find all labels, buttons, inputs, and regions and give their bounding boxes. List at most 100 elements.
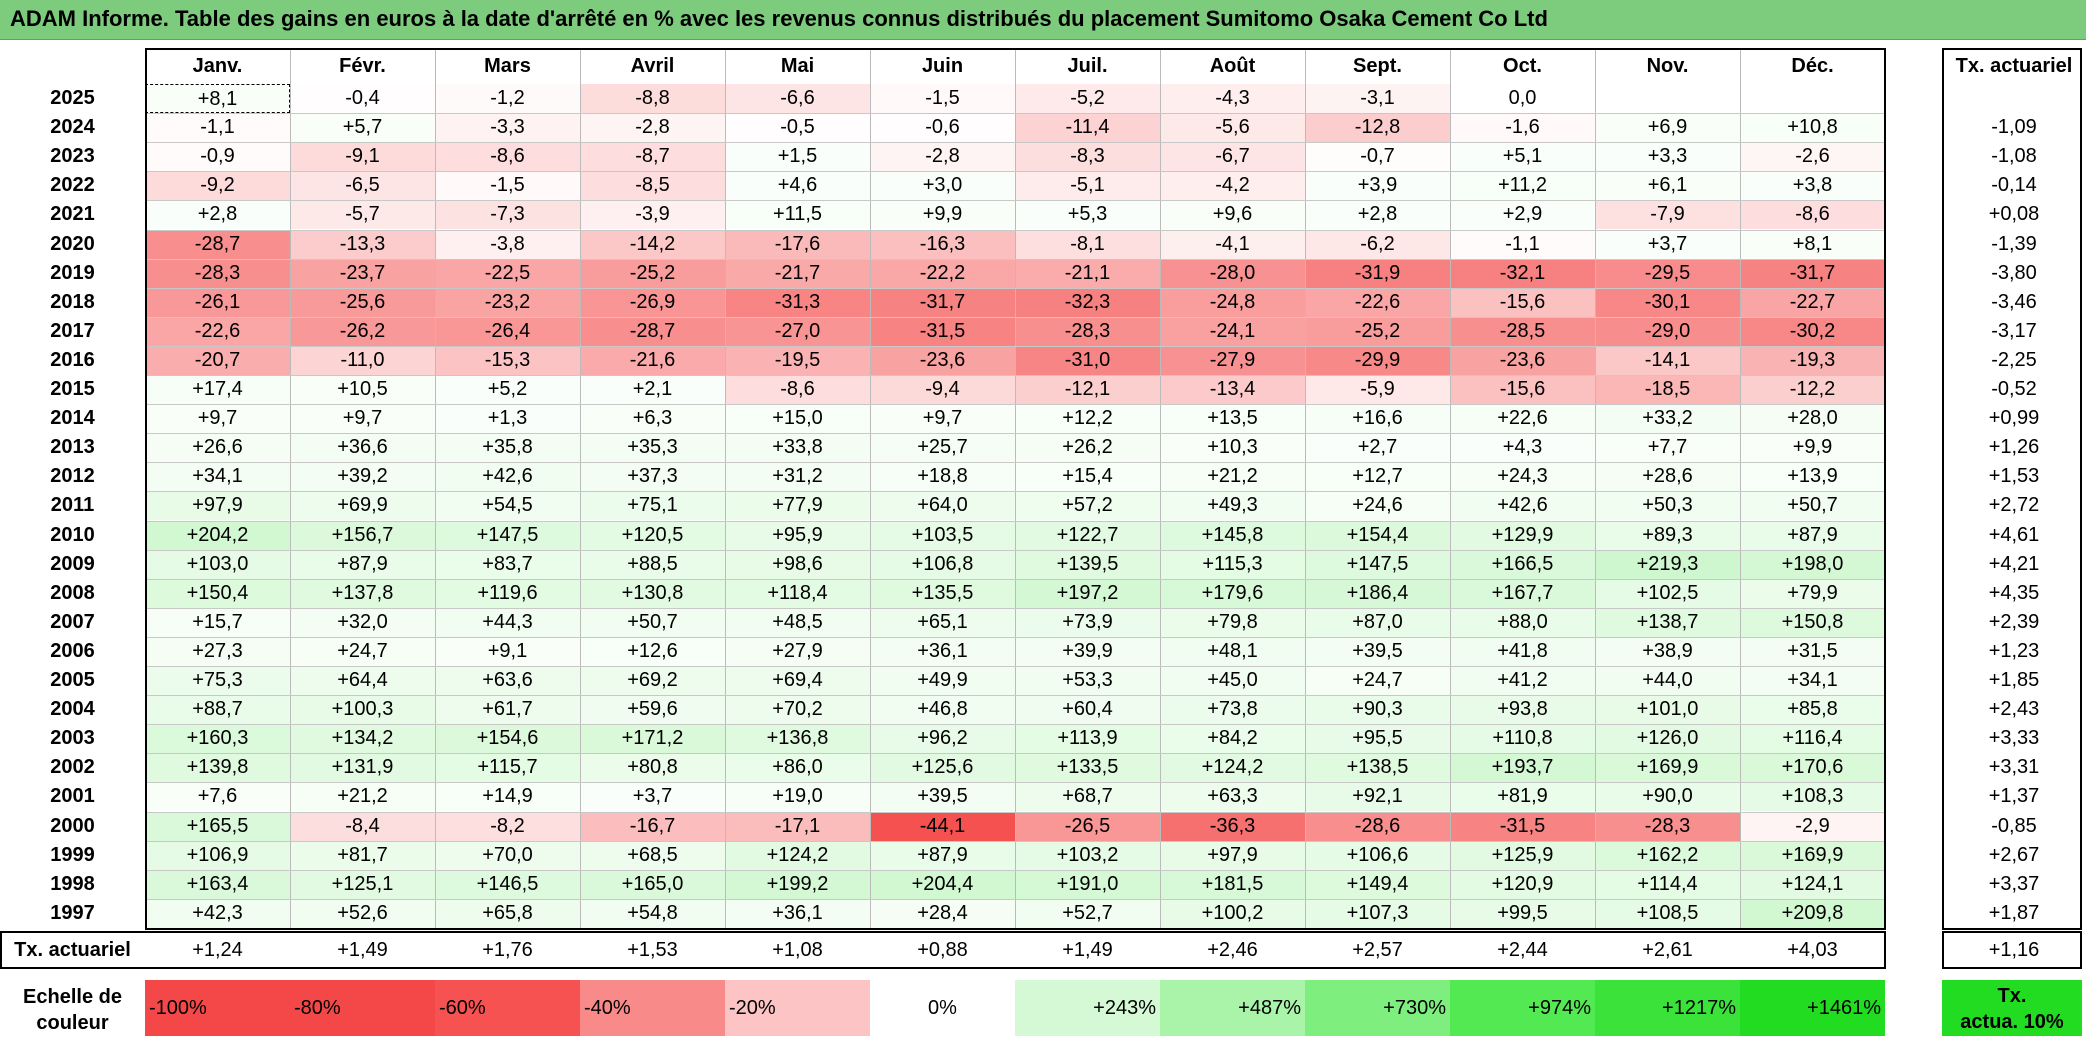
table-cell: +54,5 [435, 491, 580, 521]
grid-line [145, 229, 1885, 231]
table-cell: +119,6 [435, 578, 580, 608]
table-cell: +15,4 [1015, 462, 1160, 492]
table-cell: -8,6 [725, 375, 870, 405]
grid-line [1160, 50, 1161, 928]
table-cell: -28,3 [145, 258, 290, 288]
table-cell: +125,9 [1450, 840, 1595, 870]
table-cell: +139,5 [1015, 549, 1160, 579]
table-cell: -1,2 [435, 84, 580, 114]
year-label: 2025 [50, 87, 95, 109]
table-cell: +42,3 [145, 898, 290, 928]
table-cell: +1,5 [725, 142, 870, 172]
annual-rate-cell: -3,17 [1991, 319, 2037, 342]
table-cell: +73,9 [1015, 607, 1160, 637]
table-cell: +125,6 [870, 753, 1015, 783]
table-cell: +19,0 [725, 782, 870, 812]
annual-rate-scale-swatch: Tx. actua. 10% [1942, 979, 2082, 1036]
table-cell: -0,4 [290, 84, 435, 114]
month-header: Avril [630, 55, 675, 77]
table-cell: +165,5 [145, 811, 290, 841]
grid-line [145, 142, 1885, 144]
annual-rate-cell: +1,26 [1988, 436, 2040, 459]
table-cell: +6,1 [1595, 171, 1740, 201]
table-cell: +126,0 [1595, 724, 1740, 754]
table-cell: +99,5 [1450, 898, 1595, 928]
year-label: 2000 [50, 814, 95, 837]
table-cell: +169,9 [1595, 753, 1740, 783]
table-cell: +46,8 [870, 695, 1015, 725]
table-cell: +167,7 [1450, 578, 1595, 608]
table-cell: +125,1 [290, 869, 435, 899]
table-cell: +81,9 [1450, 782, 1595, 812]
table-cell: +36,1 [870, 636, 1015, 666]
table-cell: +90,3 [1305, 695, 1450, 725]
table-cell: -44,1 [870, 811, 1015, 841]
annual-rate-cell: +1,53 [1988, 465, 2040, 488]
table-cell: +88,0 [1450, 607, 1595, 637]
table-cell: +87,9 [290, 549, 435, 579]
table-cell: +79,8 [1160, 607, 1305, 637]
table-cell: +92,1 [1305, 782, 1450, 812]
month-header: Août [1209, 55, 1256, 77]
color-scale-swatch: -40% [580, 979, 725, 1036]
table-cell: -16,7 [580, 811, 725, 841]
table-cell: +9,7 [870, 404, 1015, 434]
table-cell: -22,6 [145, 316, 290, 346]
annual-rate-cell [1942, 84, 2086, 113]
table-cell: +9,1 [435, 636, 580, 666]
table-cell: +139,8 [145, 753, 290, 783]
table-cell: -26,1 [145, 287, 290, 317]
table-cell: +108,3 [1740, 782, 1885, 812]
year-label: 1998 [50, 872, 95, 895]
month-header: Juin [921, 55, 964, 77]
table-cell: +124,2 [1160, 753, 1305, 783]
grid-line [145, 578, 1885, 580]
table-cell: -22,5 [435, 258, 580, 288]
grid-line [145, 520, 1885, 522]
table-cell: -9,1 [290, 142, 435, 172]
table-cell: +35,8 [435, 433, 580, 463]
annual-rate-cell: -1,39 [1991, 232, 2037, 255]
grid-line [145, 782, 1885, 784]
table-cell: -16,3 [870, 229, 1015, 259]
table-cell: -5,2 [1015, 84, 1160, 114]
grid-line [1740, 50, 1741, 928]
table-cell: +96,2 [870, 724, 1015, 754]
table-cell: +5,3 [1015, 200, 1160, 230]
table-cell: +103,2 [1015, 840, 1160, 870]
table-cell: -26,2 [290, 316, 435, 346]
month-header: Nov. [1646, 55, 1689, 77]
table-cell: +63,6 [435, 666, 580, 696]
summary-cell: +1,08 [772, 938, 823, 961]
month-header: Oct. [1503, 55, 1542, 77]
table-cell: +204,2 [145, 520, 290, 550]
table-cell: +13,5 [1160, 404, 1305, 434]
summary-cell: +1,53 [627, 938, 678, 961]
month-header: Déc. [1791, 55, 1834, 77]
annual-rate-cell: +3,37 [1988, 872, 2040, 895]
annual-rate-cell: -1,08 [1991, 145, 2037, 168]
table-cell [1740, 84, 1885, 114]
table-cell: +48,1 [1160, 636, 1305, 666]
table-cell: -7,3 [435, 200, 580, 230]
table-cell: +3,3 [1595, 142, 1740, 172]
table-cell: +26,6 [145, 433, 290, 463]
grid-line [145, 433, 1885, 435]
annual-rate-cell: -0,14 [1991, 174, 2037, 197]
table-cell [1595, 84, 1740, 114]
table-cell: -8,3 [1015, 142, 1160, 172]
color-scale-swatch: -60% [435, 979, 580, 1036]
year-label: 2014 [50, 407, 95, 430]
table-cell: -1,1 [145, 113, 290, 143]
table-cell: -21,7 [725, 258, 870, 288]
table-cell: +8,1 [145, 84, 290, 114]
table-cell: -22,6 [1305, 287, 1450, 317]
annual-rate-cell: +4,61 [1988, 523, 2040, 546]
table-cell: -2,8 [580, 113, 725, 143]
table-cell: +98,6 [725, 549, 870, 579]
table-cell: -6,2 [1305, 229, 1450, 259]
table-cell: -27,9 [1160, 345, 1305, 375]
table-cell: +10,8 [1740, 113, 1885, 143]
table-cell: +118,4 [725, 578, 870, 608]
table-cell: +107,3 [1305, 898, 1450, 928]
